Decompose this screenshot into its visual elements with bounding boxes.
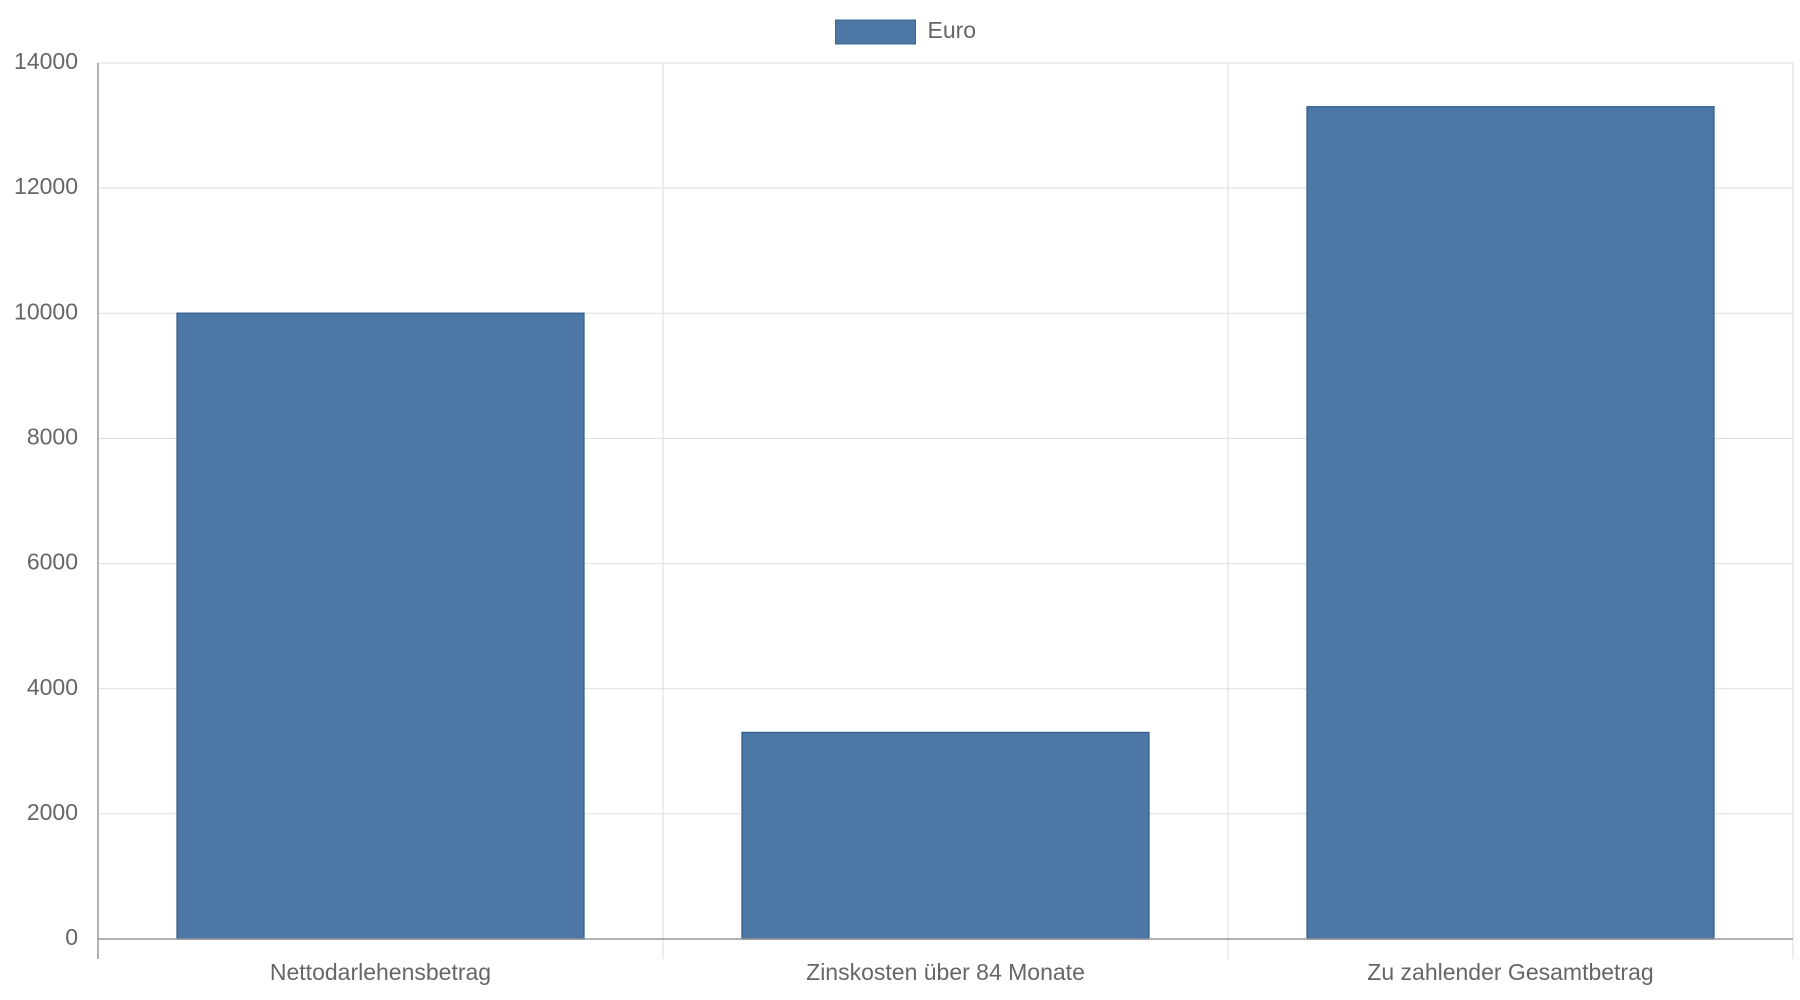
bar [741, 731, 1150, 940]
y-tick-label: 10000 [14, 298, 78, 324]
x-tick-label: Zinskosten über 84 Monate [806, 959, 1085, 985]
y-tick-label: 12000 [14, 173, 78, 199]
y-tick-label: 0 [65, 924, 78, 950]
y-tick-label: 2000 [27, 799, 78, 825]
y-tick-label: 4000 [27, 674, 78, 700]
y-tick-label: 6000 [27, 549, 78, 575]
bar [1306, 106, 1715, 940]
y-tick-label: 8000 [27, 424, 78, 450]
y-tick-label: 14000 [14, 48, 78, 74]
x-tick-label: Nettodarlehensbetrag [270, 959, 491, 985]
legend-label: Euro [928, 17, 977, 43]
bar [176, 312, 585, 940]
x-tick-label: Zu zahlender Gesamtbetrag [1367, 959, 1653, 985]
legend-swatch [835, 19, 916, 45]
